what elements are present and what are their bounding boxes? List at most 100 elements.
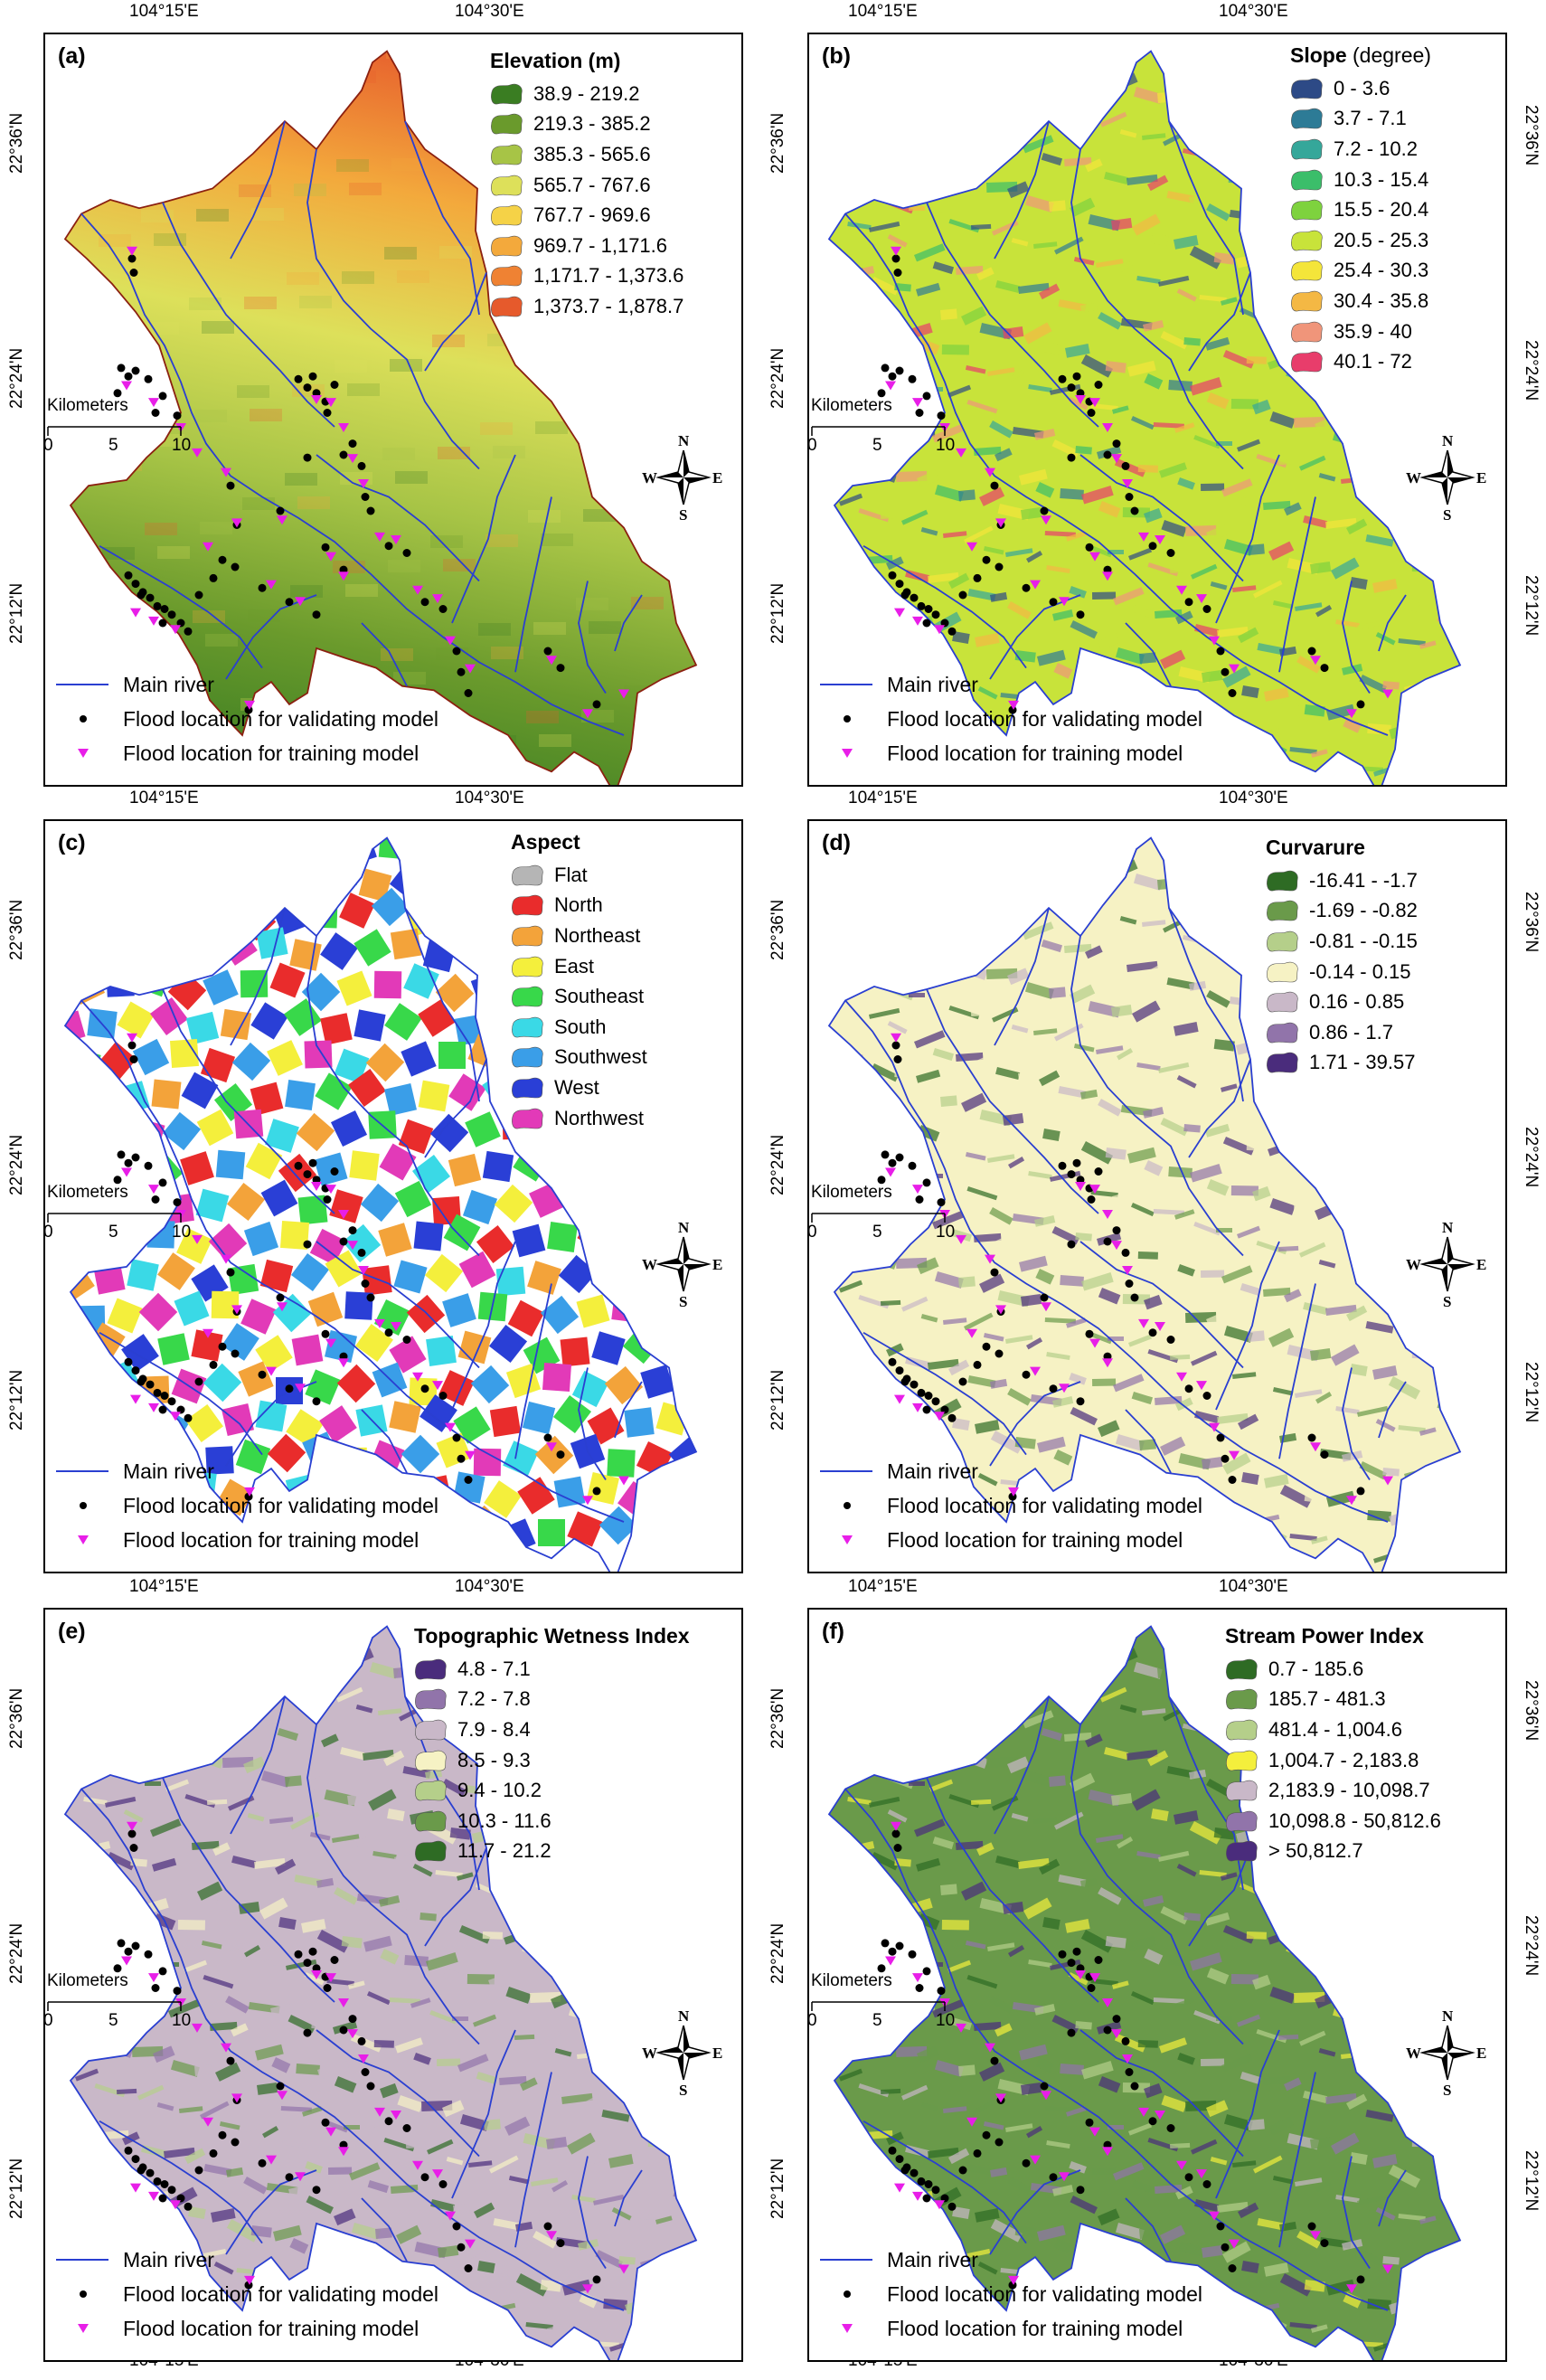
validating-flood-point <box>922 1967 931 1976</box>
training-flood-point <box>358 1266 369 1275</box>
training-flood-point <box>412 1372 423 1382</box>
validating-flood-point <box>348 439 357 449</box>
legend-entry: 3.7 - 7.1 <box>1290 104 1489 135</box>
validating-flood-point <box>1058 1161 1067 1170</box>
compass-e-label: E <box>712 469 723 486</box>
training-flood-point <box>1089 2127 1100 2137</box>
training-flood-point <box>618 2264 629 2274</box>
training-flood-point <box>912 1973 923 1983</box>
main-river-line <box>452 1242 515 1410</box>
legend-entry-label: 35.9 - 40 <box>1334 319 1412 343</box>
main-river-line <box>995 908 1049 1045</box>
validating-flood-point <box>1216 1433 1225 1442</box>
training-flood-point <box>231 1305 242 1315</box>
river-line-icon <box>56 2259 108 2261</box>
main-river-line <box>615 1382 642 1438</box>
legend-title: Elevation (m) <box>490 49 725 73</box>
validating-flood-point <box>339 2026 348 2035</box>
symbol-legend-label: Flood location for validating model <box>887 1493 1203 1517</box>
main-river-line <box>1189 1848 1250 1947</box>
validating-flood-point <box>908 374 917 383</box>
training-flood-point <box>121 381 132 391</box>
validating-flood-point <box>258 2158 267 2168</box>
validating-flood-point <box>276 1293 285 1302</box>
training-flood-point <box>1122 479 1133 488</box>
training-flood-point <box>1196 2169 1207 2179</box>
validating-flood-point <box>464 689 473 697</box>
validating-flood-point <box>1094 381 1103 389</box>
training-flood-point <box>244 700 255 710</box>
training-point-icon <box>842 1535 853 1544</box>
validating-flood-point <box>308 1158 317 1167</box>
lat-label-f-36-left: 22°36'N <box>768 1687 787 1749</box>
main-river-line <box>1071 149 1243 468</box>
validating-flood-point <box>990 1268 999 1277</box>
training-flood-point <box>894 2183 905 2193</box>
validating-flood-point <box>592 2275 601 2284</box>
legend-swatch <box>1226 1841 1258 1862</box>
validating-flood-point <box>1040 506 1049 515</box>
legend-swatch <box>1291 109 1323 129</box>
main-river-line <box>1071 1724 1243 2044</box>
scale-bar-graphic <box>47 1213 182 1223</box>
map-canvas <box>45 34 741 785</box>
training-flood-point <box>934 1412 945 1421</box>
legend-entry-label: -0.81 - -0.15 <box>1309 929 1418 952</box>
legend-entry: South <box>511 1012 728 1043</box>
lon-label-top-c-15: 104°15'E <box>129 789 199 808</box>
training-flood-point <box>1030 1366 1041 1376</box>
main-river-line <box>1216 455 1279 623</box>
training-flood-point <box>1209 1422 1220 1432</box>
compass-s-label: S <box>1443 1293 1452 1310</box>
validating-flood-point <box>173 1987 182 1996</box>
training-flood-point <box>1229 1450 1240 1460</box>
validating-flood-point <box>303 453 312 462</box>
validating-flood-point <box>931 610 940 619</box>
main-river-line <box>1071 936 1243 1255</box>
validating-flood-point <box>194 1377 203 1386</box>
validating-flood-point <box>915 1195 924 1204</box>
legend-unit: (degree) <box>1346 43 1431 67</box>
main-river-line <box>1169 121 1243 315</box>
lat-label-f-12-left: 22°12'N <box>768 2158 787 2219</box>
legend-entry-label: 40.1 - 72 <box>1334 350 1412 373</box>
lon-label-top-f-15: 104°15'E <box>848 1577 918 1596</box>
legend-entry: Southwest <box>511 1043 728 1073</box>
training-flood-point <box>885 381 896 391</box>
legend-swatch <box>415 1689 447 1710</box>
training-flood-point <box>192 2023 203 2033</box>
scale-bar-tick-label: 10 <box>936 436 956 455</box>
river-line-icon <box>820 684 872 685</box>
validating-flood-point <box>158 1405 167 1414</box>
validating-flood-point <box>888 372 897 381</box>
validating-flood-point <box>1022 2158 1031 2168</box>
training-flood-point <box>912 2191 923 2201</box>
training-point-icon <box>842 2324 853 2333</box>
map-canvas <box>45 821 741 1572</box>
training-flood-point <box>1229 664 1240 674</box>
training-flood-point <box>582 2284 593 2294</box>
legend-entry: 1,004.7 - 2,183.8 <box>1225 1745 1496 1776</box>
legend-swatch <box>1291 169 1323 190</box>
training-point-icon <box>78 2324 89 2333</box>
compass-s-label: S <box>679 1293 688 1310</box>
validating-flood-point <box>160 2180 169 2188</box>
symbol-legend-label: Flood location for validating model <box>123 2281 439 2306</box>
validating-flood-point <box>937 1198 946 1207</box>
training-flood-point <box>956 2023 966 2033</box>
class-legend: Stream Power Index 0.7 - 185.6 185.7 - 481… <box>1225 1624 1496 1866</box>
legend-entry-label: 15.5 - 20.4 <box>1334 198 1429 222</box>
legend-unit: (m) <box>582 49 621 72</box>
validating-flood-point <box>1049 598 1058 607</box>
compass-e-label: E <box>712 1256 723 1273</box>
validating-flood-point <box>891 1829 900 1838</box>
validating-flood-point <box>153 1388 162 1397</box>
validating-flood-point <box>357 2036 366 2045</box>
legend-entry-label: North <box>554 893 603 917</box>
legend-title: Aspect <box>511 830 728 855</box>
training-flood-point <box>1155 1322 1165 1331</box>
validating-flood-point <box>891 1041 900 1050</box>
validating-flood-point <box>173 1198 182 1207</box>
validating-flood-point <box>285 598 294 607</box>
legend-swatch <box>1267 870 1298 892</box>
